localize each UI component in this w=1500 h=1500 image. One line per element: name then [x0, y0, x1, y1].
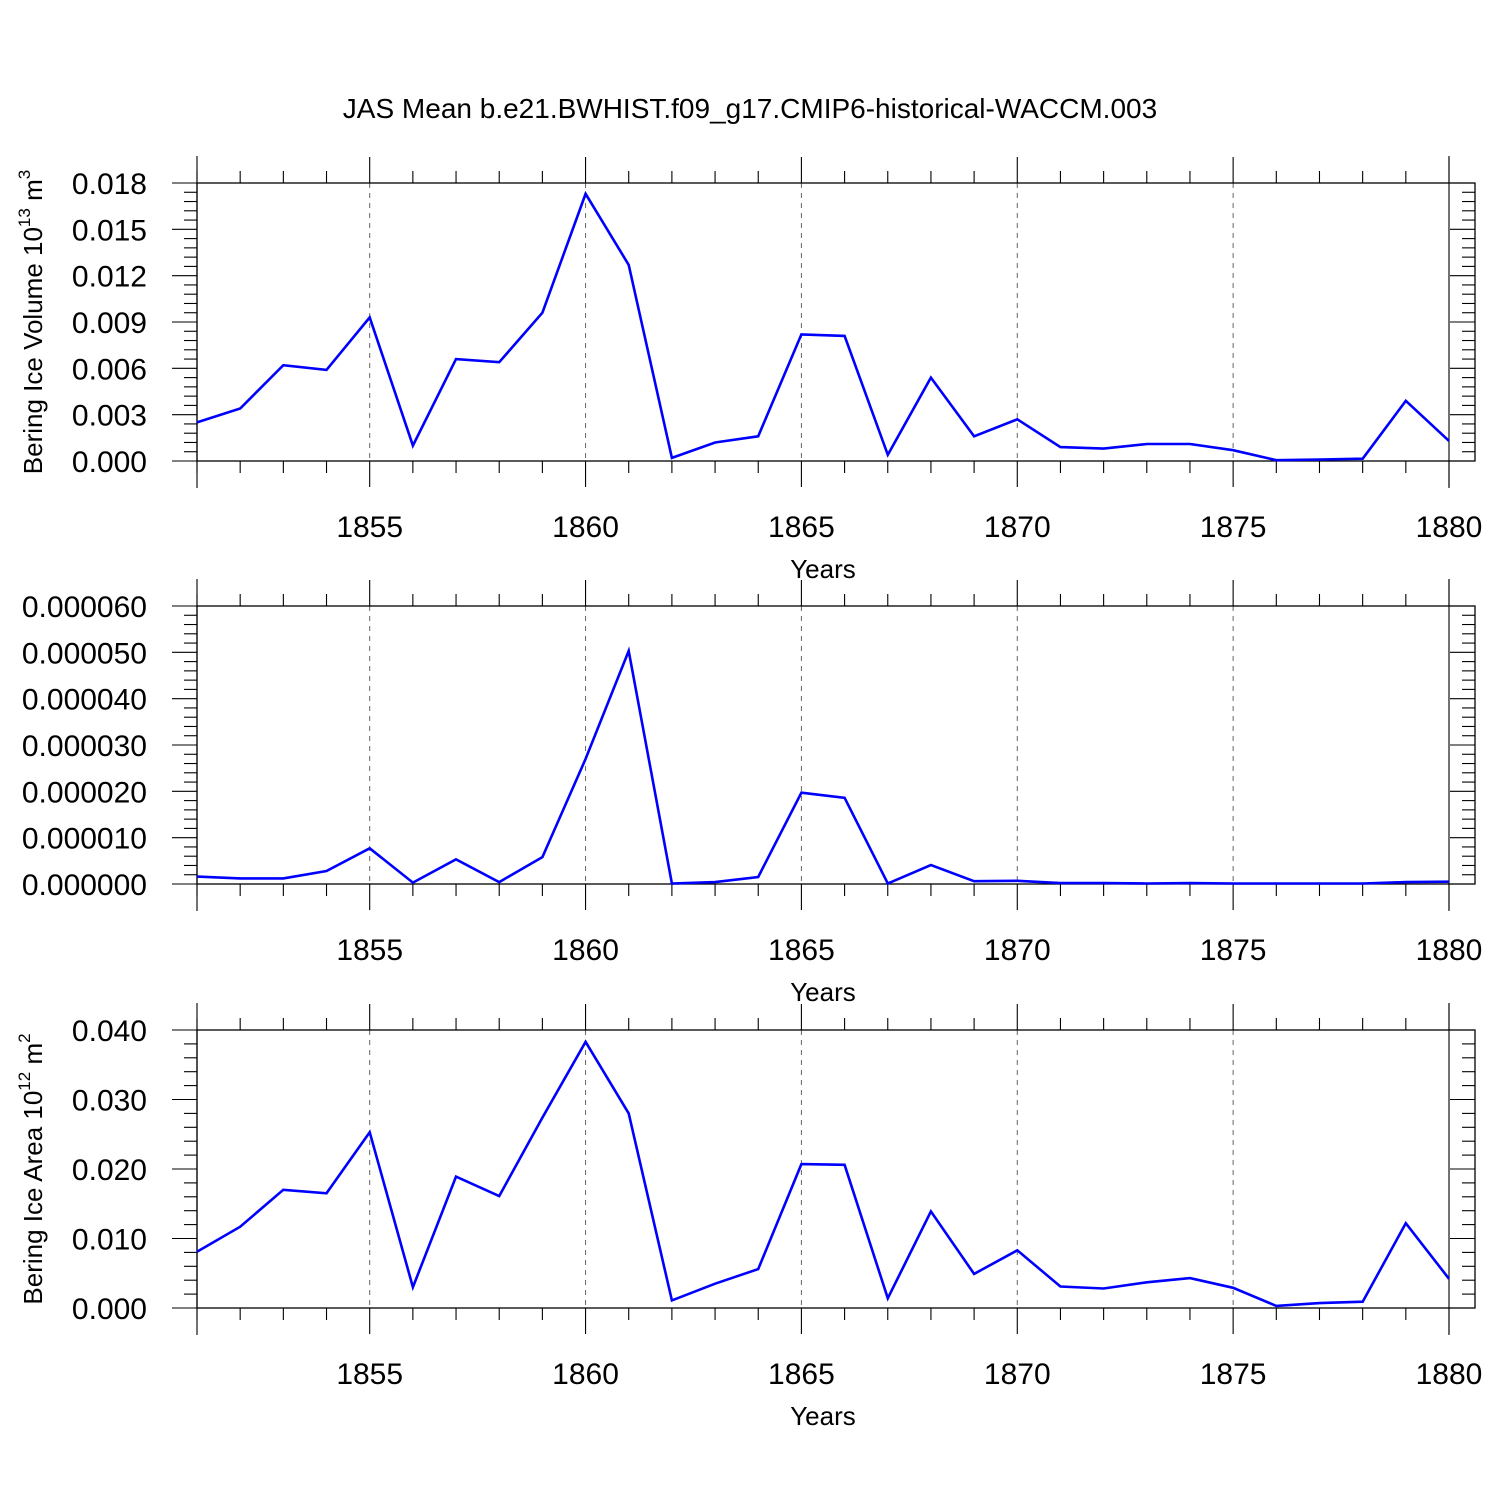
y-tick-label: 0.000	[72, 1293, 147, 1326]
y-tick-label: 0.030	[72, 1085, 147, 1118]
y-tick-label: 0.000060	[22, 591, 147, 624]
panel-3: 1855 1860 1865 1870 1875 1880 0.000 0.010 0.020 0…	[15, 1003, 1482, 1431]
y-tick-label: 0.000050	[22, 637, 147, 670]
x-axis-label: Years	[790, 1401, 856, 1431]
y-tick-label: 0.000030	[22, 730, 147, 763]
x-tick-label: 1855	[336, 934, 403, 967]
x-tick-label: 1880	[1416, 934, 1483, 967]
x-tick-label: 1870	[984, 511, 1051, 544]
y-axis-label-part: m	[18, 1043, 48, 1072]
y-axis-label: Bering Ice Area 1012 m2	[15, 1033, 48, 1304]
series-line	[196, 1039, 1451, 1308]
y-tick-label: 0.000020	[22, 776, 147, 809]
x-tick-label: 1880	[1416, 511, 1483, 544]
y-tick-label: 0.000010	[22, 823, 147, 856]
y-tick-label: 0.010	[72, 1224, 147, 1257]
x-tick-label: 1855	[336, 1358, 403, 1391]
y-axis-label-part: 12	[15, 1072, 34, 1091]
x-tick-label: 1875	[1200, 511, 1267, 544]
y-axis-label-part: 13	[15, 208, 34, 227]
x-tick-label: 1860	[552, 511, 619, 544]
y-tick-label: 0.009	[72, 307, 147, 340]
y-tick-label: 0.015	[72, 214, 147, 247]
y-axis-label-part: 3	[15, 170, 34, 179]
y-axis-label: Bering Ice Volume 1013 m3	[15, 170, 48, 474]
y-tick-label: 0.040	[72, 1015, 147, 1048]
y-tick-label: 0.000000	[22, 869, 147, 902]
x-tick-label: 1870	[984, 1358, 1051, 1391]
x-tick-label: 1875	[1200, 934, 1267, 967]
plot-frame	[196, 1029, 1476, 1309]
x-tick-label: 1865	[768, 511, 835, 544]
y-axis-label-part: 2	[15, 1033, 34, 1042]
x-axis-label: Years	[790, 554, 856, 584]
y-tick-label: 0.003	[72, 400, 147, 433]
y-tick-label: 0.018	[72, 168, 147, 201]
panel-1: 1855 1860 1865 1870 1875 1880 0.000 0.003 0.006 0…	[15, 156, 1482, 584]
x-tick-label: 1860	[552, 934, 619, 967]
x-tick-label: 1870	[984, 934, 1051, 967]
plot-frame	[196, 182, 1476, 462]
plot-frame	[196, 605, 1476, 885]
y-axis-label-part: Bering Ice Volume 10	[18, 227, 48, 474]
series-line	[196, 646, 1450, 886]
y-axis-label-part: m	[18, 179, 48, 208]
panel-2: 1855 1860 1865 1870 1875 1880 0.000000 0.000010…	[22, 579, 1483, 1007]
y-tick-label: 0.020	[72, 1154, 147, 1187]
y-tick-label: 0.012	[72, 261, 147, 294]
x-tick-label: 1865	[768, 934, 835, 967]
x-tick-label: 1865	[768, 1358, 835, 1391]
series-line	[196, 190, 1450, 462]
y-axis-label-part: Bering Ice Area 10	[18, 1091, 48, 1305]
y-tick-label: 0.000	[72, 446, 147, 479]
x-axis-label: Years	[790, 977, 856, 1007]
x-tick-label: 1860	[552, 1358, 619, 1391]
y-tick-label: 0.000040	[22, 684, 147, 717]
x-tick-label: 1880	[1416, 1358, 1483, 1391]
y-tick-label: 0.006	[72, 353, 147, 386]
x-tick-label: 1875	[1200, 1358, 1267, 1391]
chart-title: JAS Mean b.e21.BWHIST.f09_g17.CMIP6-hist…	[343, 93, 1157, 124]
x-tick-label: 1855	[336, 511, 403, 544]
